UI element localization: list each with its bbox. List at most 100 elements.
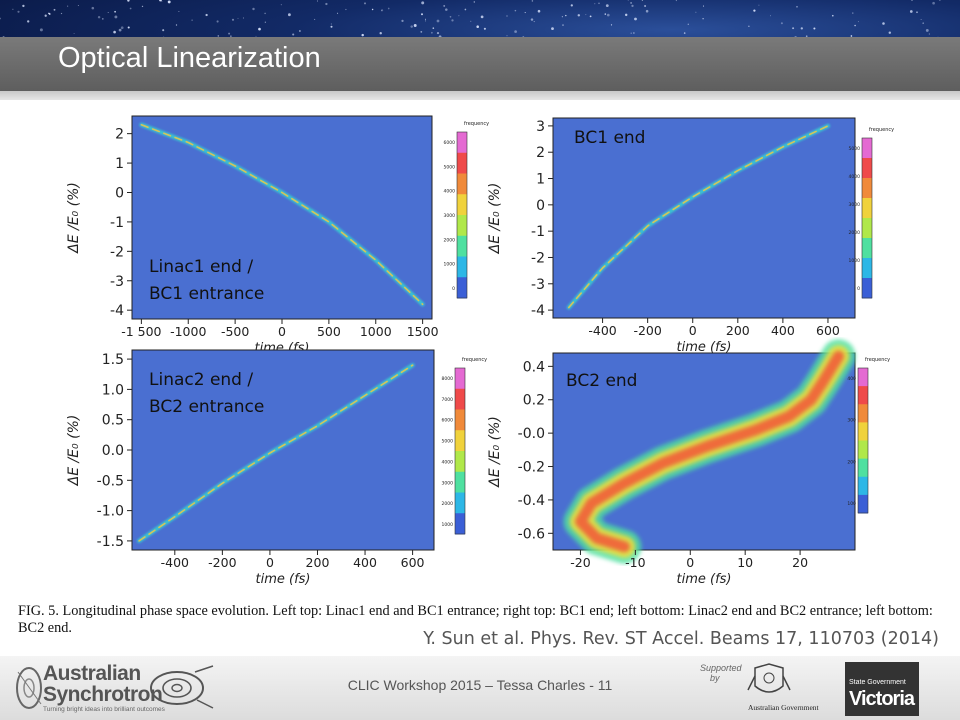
star-dot bbox=[22, 4, 25, 8]
colorbar-segment bbox=[862, 178, 872, 199]
star-dot bbox=[627, 0, 629, 1]
panel-annotation: BC2 end bbox=[566, 371, 637, 391]
star-dot bbox=[753, 9, 756, 12]
star-dot bbox=[473, 1, 476, 3]
colorbar-tick-label: 3000 bbox=[849, 202, 861, 208]
star-dot bbox=[483, 27, 486, 30]
star-dot bbox=[162, 29, 165, 32]
star-dot bbox=[175, 24, 178, 26]
star-dot bbox=[939, 0, 941, 1]
colorbar-label: frequency bbox=[464, 121, 489, 127]
star-dot bbox=[631, 4, 634, 8]
x-tick-label: -20 bbox=[570, 555, 590, 570]
colorbar-segment bbox=[858, 494, 868, 514]
y-tick-label: -2 bbox=[531, 250, 545, 266]
star-dot bbox=[451, 19, 454, 22]
star-dot bbox=[624, 13, 628, 17]
colorbar-segment bbox=[858, 368, 868, 387]
colorbar-tick-label: 300 bbox=[847, 418, 856, 424]
y-tick-label: -1 bbox=[110, 215, 124, 231]
star-dot bbox=[645, 9, 649, 13]
star-dot bbox=[120, 26, 124, 30]
y-tick-label: 0.5 bbox=[102, 413, 124, 429]
colorbar-tick-label: 6000 bbox=[444, 140, 456, 146]
colorbar-tick-label: 4000 bbox=[849, 174, 861, 180]
star-dot bbox=[44, 14, 47, 17]
colorbar-segment bbox=[457, 152, 467, 174]
y-tick-label: -4 bbox=[110, 303, 124, 319]
star-dot bbox=[506, 15, 508, 17]
colorbar-segment bbox=[862, 158, 872, 179]
star-dot bbox=[379, 32, 382, 35]
colorbar-frame bbox=[857, 367, 869, 514]
synchrotron-logo-icon bbox=[16, 667, 42, 709]
star-dot bbox=[421, 1, 425, 5]
phase-space-panel-left-bottom: -400 -200 0 200 400 600 1.5 1.0 0.5 0.0 -0.5 -1.0 -1… bbox=[66, 349, 487, 587]
y-tick-label: 2 bbox=[115, 127, 124, 143]
victoria-logo-text: Victoria bbox=[849, 688, 915, 710]
plot-area bbox=[131, 115, 433, 320]
panel-annotation: Linac1 end / bbox=[149, 257, 253, 277]
star-dot bbox=[217, 35, 220, 37]
y-tick-label: -0.2 bbox=[518, 460, 545, 476]
colorbar-segment bbox=[455, 451, 465, 473]
star-dot bbox=[687, 23, 689, 25]
colorbar-segment bbox=[862, 258, 872, 279]
star-dot bbox=[925, 28, 929, 32]
colorbar-segment bbox=[858, 422, 868, 441]
star-dot bbox=[77, 4, 79, 7]
x-tick-label: 400 bbox=[353, 555, 377, 570]
star-dot bbox=[831, 14, 834, 17]
x-tick-label: 200 bbox=[726, 323, 750, 338]
y-tick-label: 0.0 bbox=[102, 443, 124, 459]
star-dot bbox=[530, 18, 534, 21]
colorbar-frame bbox=[454, 367, 466, 535]
star-dot bbox=[702, 18, 704, 20]
y-tick-label: -2 bbox=[110, 244, 124, 260]
y-tick-label: -1.5 bbox=[97, 534, 124, 550]
x-tick-label: 600 bbox=[816, 323, 840, 338]
star-dot bbox=[141, 5, 144, 8]
y-axis-label: ΔE /E₀ (%) bbox=[66, 182, 82, 254]
colorbar-segment bbox=[858, 458, 868, 478]
star-dot bbox=[114, 10, 116, 13]
x-tick-label: -200 bbox=[208, 555, 236, 570]
star-dot bbox=[101, 18, 104, 20]
star-dot bbox=[27, 20, 30, 23]
star-dot bbox=[792, 27, 795, 30]
star-dot bbox=[561, 16, 563, 18]
star-dot bbox=[237, 17, 239, 19]
x-tick-label: 1000 bbox=[360, 324, 392, 339]
colorbar-segment bbox=[455, 492, 465, 514]
phase-space-figure: -1 500 -1000 -500 0 500 1000 1500210-1-2-3-4ti… bbox=[66, 115, 894, 587]
colorbar-tick-label: 200 bbox=[847, 459, 856, 465]
y-tick-label: 0.2 bbox=[523, 393, 545, 409]
panel-annotation: BC2 entrance bbox=[149, 397, 264, 417]
star-dot bbox=[205, 13, 208, 17]
star-dot bbox=[780, 22, 783, 25]
star-dot bbox=[920, 19, 922, 20]
star-dot bbox=[562, 24, 564, 27]
star-dot bbox=[598, 2, 600, 5]
y-tick-label: -3 bbox=[531, 277, 545, 293]
phase-space-panel-right-top: -400 -200 0 200 400 600 3 2 1 0 -1 -2 -3 -4 time (fs) Δ… bbox=[487, 117, 894, 355]
star-dot bbox=[53, 8, 56, 11]
star-dot bbox=[470, 20, 472, 22]
colorbar-tick-label: 5000 bbox=[849, 146, 861, 152]
star-dot bbox=[228, 32, 231, 35]
star-dot bbox=[551, 27, 554, 30]
star-dot bbox=[854, 24, 856, 27]
star-dot bbox=[633, 32, 635, 34]
footer-bar bbox=[0, 656, 960, 720]
star-dot bbox=[17, 10, 20, 13]
victoria-logo-box bbox=[845, 662, 919, 716]
star-dot bbox=[73, 33, 75, 34]
y-tick-label: -1.0 bbox=[97, 504, 124, 520]
title-strip bbox=[0, 91, 960, 100]
x-tick-label: 1500 bbox=[407, 324, 439, 339]
star-dot bbox=[161, 0, 163, 2]
y-tick-label: -0.6 bbox=[518, 526, 545, 542]
star-dot bbox=[852, 12, 854, 14]
y-tick-label: -1 bbox=[531, 224, 545, 240]
x-tick-label: 20 bbox=[792, 555, 808, 570]
